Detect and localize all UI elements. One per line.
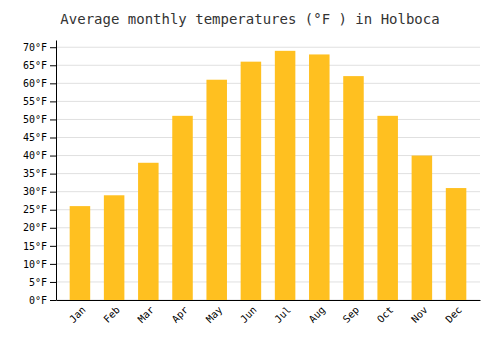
y-tick: 30°F xyxy=(23,186,56,197)
grid-line xyxy=(56,83,480,84)
y-tick-label: 0°F xyxy=(29,295,47,306)
x-tick: Apr xyxy=(170,304,191,325)
y-tick-mark xyxy=(50,174,56,175)
y-tick: 20°F xyxy=(23,222,56,233)
y-tick-label: 70°F xyxy=(23,42,47,53)
y-tick-label: 65°F xyxy=(23,60,47,71)
x-tick: Jul xyxy=(272,304,293,325)
bar xyxy=(275,51,296,300)
x-tick: Aug xyxy=(307,304,328,325)
y-tick-label: 55°F xyxy=(23,96,47,107)
x-tick: Dec xyxy=(443,304,464,325)
y-tick-mark xyxy=(50,65,56,66)
y-tick: 15°F xyxy=(23,241,56,252)
grid-line xyxy=(56,119,480,120)
bar xyxy=(70,206,91,300)
x-tick-label: Nov xyxy=(409,304,430,325)
y-axis-line xyxy=(56,41,57,301)
x-tick-label: Mar xyxy=(136,304,157,325)
y-tick: 65°F xyxy=(23,60,56,71)
x-tick-label: Sep xyxy=(341,304,362,325)
grid-line xyxy=(56,47,480,48)
x-axis-line xyxy=(57,300,481,301)
x-tick: Mar xyxy=(136,304,157,325)
x-tick-label: Oct xyxy=(375,304,396,325)
bar xyxy=(206,80,227,300)
y-tick: 25°F xyxy=(23,204,56,215)
x-tick: Sep xyxy=(341,304,362,325)
chart-container: Average monthly temperatures (°F ) in Ho… xyxy=(0,0,500,350)
y-tick-mark xyxy=(50,101,56,102)
y-tick-mark xyxy=(50,156,56,157)
x-tick-label: Feb xyxy=(101,304,122,325)
bar xyxy=(446,188,467,300)
bar xyxy=(412,156,433,300)
bar xyxy=(241,62,262,300)
y-tick-label: 5°F xyxy=(29,277,47,288)
y-tick: 45°F xyxy=(23,132,56,143)
y-tick-label: 45°F xyxy=(23,132,47,143)
y-tick: 60°F xyxy=(23,78,56,89)
bar xyxy=(172,116,193,300)
y-tick: 0°F xyxy=(29,295,56,306)
x-axis: Jan Feb Mar Apr May Jun Jul Aug Sep Oct Nov Dec xyxy=(57,301,481,325)
y-tick: 10°F xyxy=(23,259,56,270)
y-tick: 35°F xyxy=(23,168,56,179)
x-tick: Nov xyxy=(409,304,430,325)
y-tick-mark xyxy=(50,246,56,247)
x-tick-label: Aug xyxy=(307,304,328,325)
y-tick: 5°F xyxy=(29,277,56,288)
x-tick: Feb xyxy=(101,304,122,325)
y-tick-mark xyxy=(50,192,56,193)
y-tick-label: 30°F xyxy=(23,186,47,197)
bar xyxy=(138,163,159,300)
bar xyxy=(309,54,330,300)
y-tick: 55°F xyxy=(23,96,56,107)
y-tick-mark xyxy=(50,282,56,283)
x-tick-label: Jul xyxy=(272,304,293,325)
y-tick-mark xyxy=(50,47,56,48)
y-tick-label: 10°F xyxy=(23,259,47,270)
y-tick-label: 25°F xyxy=(23,204,47,215)
bar xyxy=(343,76,364,300)
y-tick-mark xyxy=(50,300,56,301)
x-tick-label: Dec xyxy=(443,304,464,325)
grid-line xyxy=(56,137,480,138)
y-tick-label: 15°F xyxy=(23,241,47,252)
y-tick-label: 50°F xyxy=(23,114,47,125)
grid-line xyxy=(56,101,480,102)
x-tick-label: Jun xyxy=(238,304,259,325)
plot: 0°F 5°F 10°F 15°F 20°F 25°F 30°F 35°F 40°F 45°F 50… xyxy=(23,41,481,325)
x-tick: Oct xyxy=(375,304,396,325)
bar xyxy=(104,195,125,300)
bars xyxy=(70,51,467,300)
y-tick-label: 60°F xyxy=(23,78,47,89)
y-tick-mark xyxy=(50,119,56,120)
y-tick: 40°F xyxy=(23,150,56,161)
y-tick-mark xyxy=(50,83,56,84)
x-tick: Jun xyxy=(238,304,259,325)
y-tick-label: 40°F xyxy=(23,150,47,161)
x-tick: May xyxy=(204,304,225,325)
x-tick-label: Apr xyxy=(170,304,191,325)
y-tick-mark xyxy=(50,228,56,229)
grid-line xyxy=(56,65,480,66)
y-tick: 70°F xyxy=(23,42,56,53)
title: Average monthly temperatures (°F ) in Ho… xyxy=(60,11,439,27)
y-tick: 50°F xyxy=(23,114,56,125)
x-tick: Jan xyxy=(67,304,88,325)
y-tick-mark xyxy=(50,138,56,139)
x-tick-label: Jan xyxy=(67,304,88,325)
bar xyxy=(377,116,398,300)
y-tick-label: 20°F xyxy=(23,222,47,233)
x-tick-label: May xyxy=(204,304,225,325)
chart: Average monthly temperatures (°F ) in Ho… xyxy=(0,0,500,350)
y-tick-label: 35°F xyxy=(23,168,47,179)
grid xyxy=(56,47,480,300)
y-axis: 0°F 5°F 10°F 15°F 20°F 25°F 30°F 35°F 40°F 45°F 50… xyxy=(23,41,57,306)
y-tick-mark xyxy=(50,210,56,211)
y-tick-mark xyxy=(50,264,56,265)
